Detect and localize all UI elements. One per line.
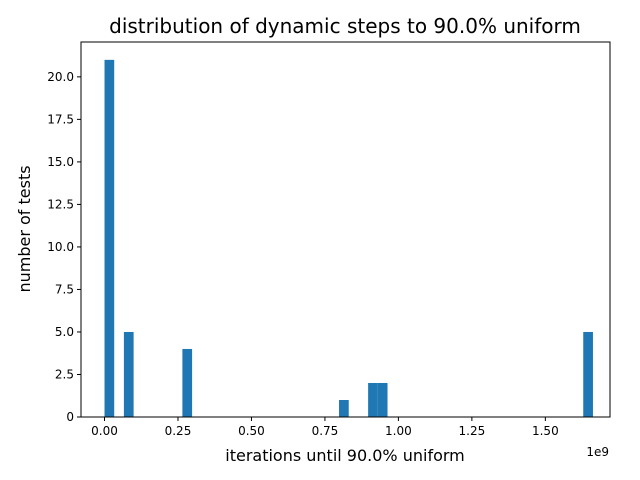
y-tick-label: 7.5 (55, 282, 74, 296)
y-tick-label: 15.0 (47, 155, 74, 169)
x-tick-label: 1.00 (385, 424, 412, 438)
x-tick-label: 0.50 (238, 424, 265, 438)
x-tick-label: 0.00 (91, 424, 118, 438)
y-tick-label: 0 (66, 410, 74, 424)
x-axis-label: iterations until 90.0% uniform (225, 446, 465, 465)
histogram-bar-4 (368, 382, 378, 417)
y-tick-label: 20.0 (47, 70, 74, 84)
y-tick-label: 17.5 (47, 112, 74, 126)
histogram-bar-0 (104, 59, 115, 417)
histogram-bar-5 (377, 382, 388, 417)
y-tick-label: 5.0 (55, 325, 74, 339)
x-tick-label: 0.75 (312, 424, 339, 438)
x-tick-label: 1.25 (459, 424, 486, 438)
y-axis-label: number of tests (15, 165, 34, 292)
x-tick-label: 1.50 (532, 424, 559, 438)
y-tick-label: 2.5 (55, 367, 74, 381)
histogram-bar-3 (339, 399, 349, 417)
plot-frame (80, 41, 611, 418)
histogram-bar-2 (182, 348, 193, 417)
chart-title: distribution of dynamic steps to 90.0% u… (109, 14, 581, 38)
bars-layer (104, 59, 593, 417)
x-tick-label: 0.25 (165, 424, 192, 438)
x-axis-ticks: 0.00 0.25 0.50 0.75 1.00 1.25 1.50 (91, 417, 559, 438)
y-tick-label: 12.5 (47, 197, 74, 211)
histogram-bar-1 (123, 331, 134, 417)
y-tick-label: 10.0 (47, 240, 74, 254)
histogram-bar-6 (583, 331, 593, 417)
y-axis-ticks: 0 2.5 5.0 7.5 10.0 12.5 15.0 17.5 20.0 (47, 70, 81, 424)
x-axis-offset-label: 1e9 (586, 445, 609, 459)
